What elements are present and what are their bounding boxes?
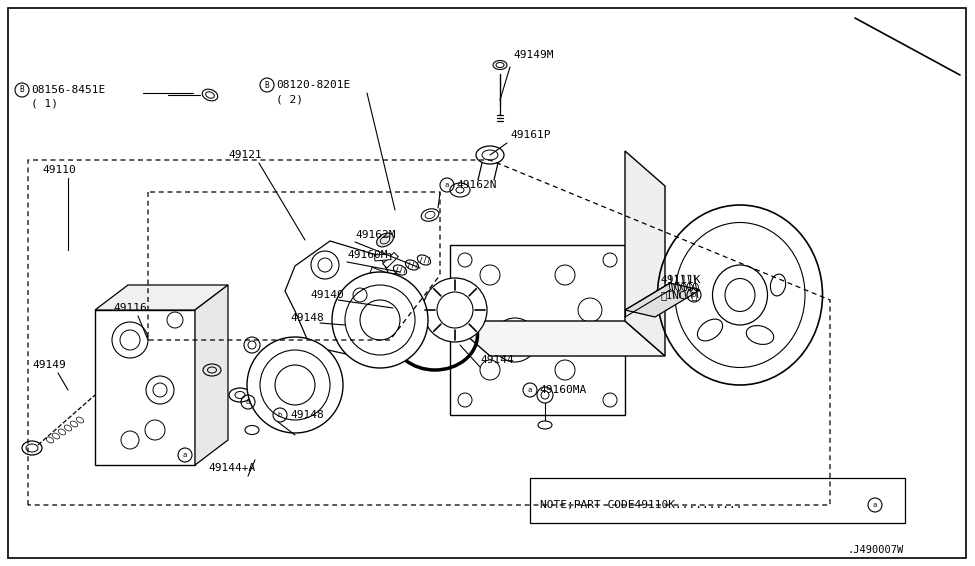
Polygon shape — [95, 285, 228, 310]
Text: 08120-8201E: 08120-8201E — [276, 80, 350, 90]
Bar — [95, 310, 195, 465]
Bar — [374, 254, 391, 261]
Ellipse shape — [22, 441, 42, 455]
Circle shape — [423, 278, 487, 342]
Text: 49148: 49148 — [290, 313, 324, 323]
Text: 49144+A: 49144+A — [208, 463, 255, 473]
Ellipse shape — [493, 61, 507, 70]
Bar — [370, 267, 387, 278]
Text: B: B — [20, 85, 24, 95]
Text: 49121: 49121 — [228, 150, 261, 160]
Text: 49149: 49149 — [32, 360, 65, 370]
Ellipse shape — [406, 260, 418, 270]
Ellipse shape — [538, 421, 552, 429]
Text: 49160MA: 49160MA — [539, 385, 586, 395]
Text: 49140: 49140 — [310, 290, 344, 300]
Bar — [450, 245, 625, 415]
Text: ( 1): ( 1) — [31, 99, 58, 109]
Text: 49160M: 49160M — [347, 250, 387, 260]
Text: .J490007W: .J490007W — [848, 545, 904, 555]
Circle shape — [332, 272, 428, 368]
Text: 49116: 49116 — [113, 303, 147, 313]
Text: a: a — [873, 502, 878, 508]
Text: 49144: 49144 — [480, 355, 514, 365]
Text: a: a — [445, 182, 449, 188]
Ellipse shape — [393, 265, 407, 275]
Polygon shape — [625, 283, 700, 317]
Polygon shape — [625, 151, 665, 356]
Text: ( 2): ( 2) — [276, 95, 303, 105]
Text: 49162M: 49162M — [355, 230, 396, 240]
Text: a: a — [183, 452, 187, 458]
Text: 08156-8451E: 08156-8451E — [31, 85, 105, 95]
Text: 49162N: 49162N — [456, 180, 496, 190]
Ellipse shape — [376, 233, 393, 247]
Text: B: B — [264, 80, 269, 89]
Bar — [383, 252, 399, 268]
Polygon shape — [195, 285, 228, 465]
Text: 〈INC.〉: 〈INC.〉 — [660, 290, 697, 300]
Text: 49161P: 49161P — [510, 130, 551, 140]
Text: 49110: 49110 — [42, 165, 76, 175]
Text: b: b — [278, 412, 282, 418]
Text: b: b — [692, 292, 696, 298]
Circle shape — [247, 337, 343, 433]
Ellipse shape — [476, 146, 504, 164]
Bar — [380, 273, 398, 283]
Text: a: a — [246, 399, 251, 405]
Text: 49148: 49148 — [290, 410, 324, 420]
Polygon shape — [285, 241, 400, 356]
Ellipse shape — [202, 89, 217, 101]
Text: 49149M: 49149M — [513, 50, 554, 60]
Text: NOTE;PART CODE49110K..........: NOTE;PART CODE49110K.......... — [540, 500, 743, 510]
Bar — [530, 478, 905, 523]
Text: 49111K: 49111K — [660, 275, 700, 285]
Polygon shape — [450, 321, 665, 356]
Ellipse shape — [421, 209, 439, 221]
Text: a: a — [527, 387, 532, 393]
Ellipse shape — [417, 255, 431, 265]
